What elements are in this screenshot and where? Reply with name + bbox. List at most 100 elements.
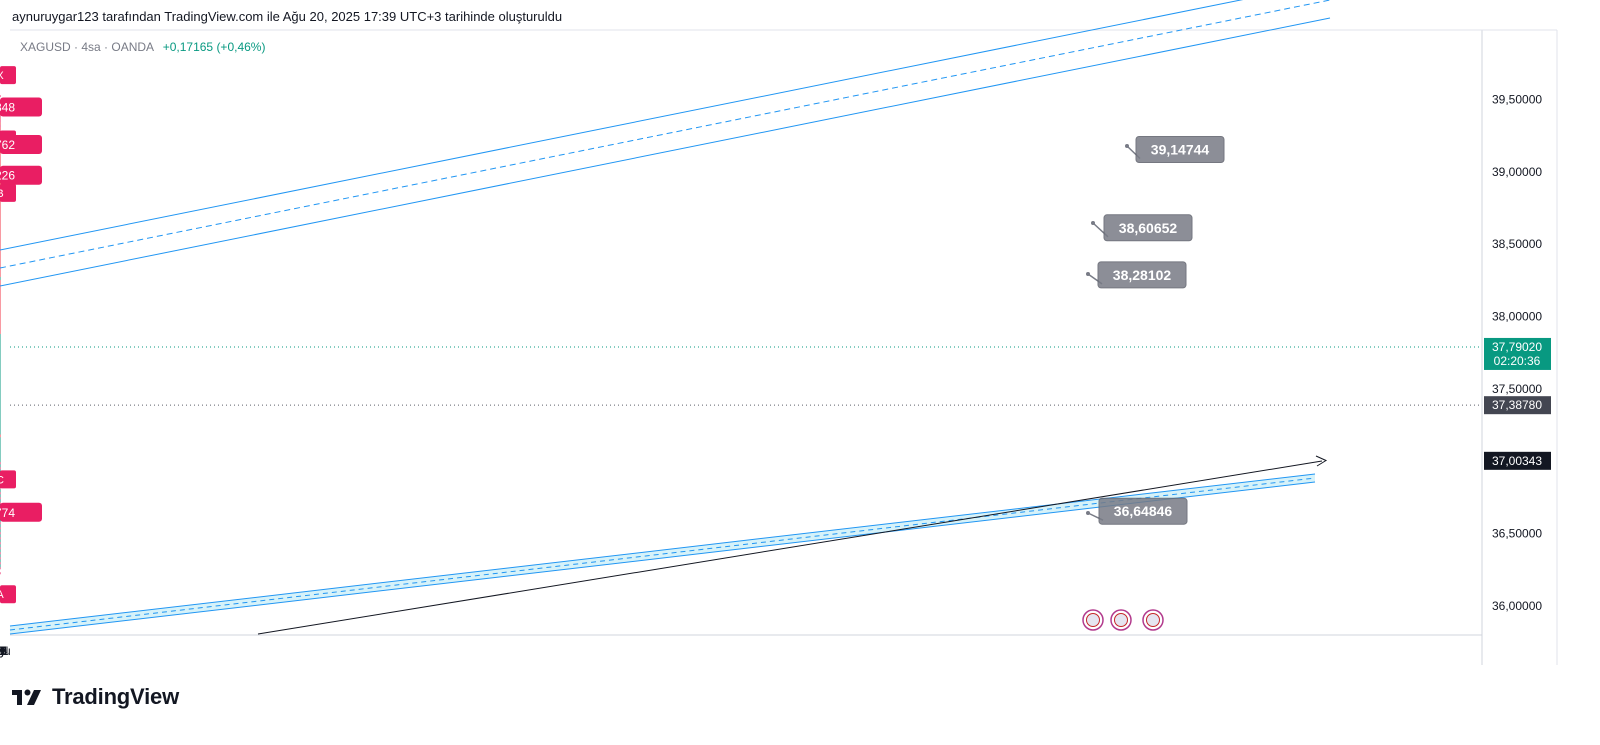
upper-channel-line xyxy=(0,17,1331,287)
ratio-label-text: 0,762 xyxy=(0,138,15,152)
price-callout-dot xyxy=(1125,144,1129,148)
pattern-point-text: B xyxy=(0,188,4,200)
lower-channel-line xyxy=(9,473,1316,627)
lower-channel-mid xyxy=(9,477,1316,631)
price-badge-bg xyxy=(1484,396,1551,415)
tradingview-brand: TradingView xyxy=(52,684,179,709)
price-callout-bg xyxy=(1097,261,1187,289)
pattern-point-label: X xyxy=(0,66,16,85)
price-callout: 36,64846 xyxy=(1086,497,1188,525)
price-badge-bg xyxy=(1484,337,1551,370)
x-tick-label: 13 xyxy=(0,644,7,658)
price-callout-dot xyxy=(1086,511,1090,515)
ratio-label-bg xyxy=(0,97,42,117)
y-tick-label: 36,50000 xyxy=(1492,527,1542,541)
chart-attribution: aynuruygar123 tarafından TradingView.com… xyxy=(12,9,563,24)
upper-channel-line xyxy=(0,0,1244,251)
price-callout-dot xyxy=(1086,272,1090,276)
price-chart[interactable]: 39,50000 39,00000 38,50000 38,00000 37,50000… xyxy=(0,0,1600,670)
ratio-label: 0,774 xyxy=(0,502,42,522)
x-tick-label: 5 xyxy=(0,644,4,658)
pattern-point-label: A xyxy=(0,585,16,604)
ratio-label-text: 0,848 xyxy=(0,100,15,114)
economic-event-flag xyxy=(1110,609,1132,631)
price-badge-text: 37,79020 xyxy=(1492,340,1542,354)
price-callout-text: 38,28102 xyxy=(1113,267,1172,283)
x-tick-label: 3 xyxy=(0,644,4,658)
upper-channel-mid xyxy=(0,0,1331,269)
ratio-label: 0,762 xyxy=(0,135,42,155)
x-tick-label: 25 xyxy=(0,644,7,658)
economic-event-flag xyxy=(1082,609,1104,631)
price-callout-bg xyxy=(1098,497,1188,525)
x-tick-label: 29 xyxy=(0,644,7,658)
pattern-point-bg xyxy=(0,470,16,489)
y-tick-label: 38,50000 xyxy=(1492,237,1542,251)
price-badge-bg xyxy=(1484,451,1551,470)
ratio-label-bg xyxy=(0,135,42,155)
symbol-info[interactable]: XAGUSD · 4sa · OANDA +0,17165 (+0,46%) xyxy=(20,40,265,54)
price-badge-text: 37,00343 xyxy=(1492,454,1542,468)
pattern-point-label: C xyxy=(0,470,16,489)
x-tick-label: 15 xyxy=(0,644,7,658)
y-tick-label: 36,00000 xyxy=(1492,599,1542,613)
pattern-point-text: X xyxy=(0,70,4,82)
price-callout: 39,14744 xyxy=(1125,136,1225,164)
x-tick-label: 15 xyxy=(0,644,7,658)
price-callout-text: 38,60652 xyxy=(1119,220,1178,236)
x-tick-label: Ağu xyxy=(0,644,11,658)
us-flag-icon xyxy=(1146,613,1160,627)
x-tick-label: 19 xyxy=(0,644,7,658)
x-tick-label: 9 xyxy=(0,644,4,658)
x-tick-label: 27 xyxy=(0,644,7,658)
tradingview-logo-icon xyxy=(12,689,41,705)
price-callout: 38,28102 xyxy=(1086,261,1187,289)
x-tick-label: 7 xyxy=(0,644,4,658)
lower-channel-line xyxy=(9,481,1316,635)
us-flag-icon xyxy=(1086,613,1100,627)
ratio-label: 1,226 xyxy=(0,165,42,185)
y-tick-label: 38,00000 xyxy=(1492,310,1542,324)
x-tick-label: 25 xyxy=(0,644,7,658)
x-tick-label: 5 xyxy=(0,644,4,658)
price-callout: 38,60652 xyxy=(1091,214,1193,242)
price-axis-badge: 37,38780 xyxy=(1484,396,1551,415)
us-flag-icon xyxy=(1114,613,1128,627)
y-tick-label: 39,00000 xyxy=(1492,165,1542,179)
lower-channel-fill xyxy=(10,474,1315,634)
price-axis-badge: 37,00343 xyxy=(1484,451,1551,470)
symbol-name[interactable]: XAGUSD · 4sa · OANDA xyxy=(20,40,154,54)
tradingview-footer[interactable]: TradingView xyxy=(12,684,179,710)
x-tick-label: 23 xyxy=(0,644,7,658)
x-tick-label: 7 xyxy=(0,644,4,658)
price-badge-text: 37,38780 xyxy=(1492,398,1542,412)
ratio-label-text: 1,226 xyxy=(0,169,15,183)
x-tick-label: Eyl xyxy=(0,644,8,658)
price-badge-countdown: 02:20:36 xyxy=(1494,354,1541,368)
price-callout-text: 39,14744 xyxy=(1151,142,1210,158)
x-tick-label: 17 xyxy=(0,644,7,658)
pattern-point-bg xyxy=(0,66,16,85)
x-tick-label: 11 xyxy=(0,644,7,658)
price-callout-dot xyxy=(1091,221,1095,225)
x-tick-label: 11 xyxy=(0,644,7,658)
pattern-point-text: C xyxy=(0,474,4,486)
pattern-point-label: B xyxy=(0,183,16,202)
pattern-point-bg xyxy=(0,585,16,604)
ratio-label-text: 0,774 xyxy=(0,506,15,520)
ratio-label-bg xyxy=(0,502,42,522)
x-tick-label: 21 xyxy=(0,644,7,658)
trend-line xyxy=(257,460,1323,635)
price-callout-text: 36,64846 xyxy=(1114,503,1173,519)
pattern-point-bg xyxy=(0,183,16,202)
price-change: +0,17165 (+0,46%) xyxy=(162,40,266,54)
ratio-label-bg xyxy=(0,165,42,185)
price-callout-bg xyxy=(1103,214,1193,242)
pattern-point-text: A xyxy=(0,589,4,601)
y-tick-label: 37,50000 xyxy=(1492,382,1542,396)
price-callout-bg xyxy=(1135,136,1225,164)
y-tick-label: 39,50000 xyxy=(1492,92,1542,106)
ratio-label: 0,848 xyxy=(0,97,42,117)
x-tick-label: 21 xyxy=(0,644,7,658)
